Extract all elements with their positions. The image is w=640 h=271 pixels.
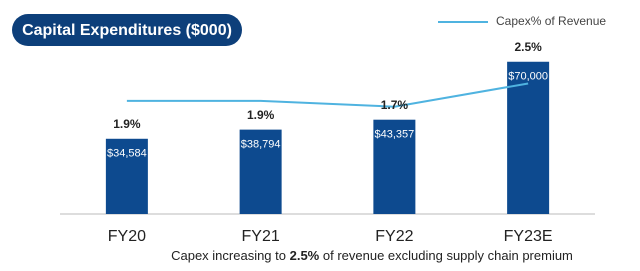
- bar: [105, 138, 148, 214]
- footnote-part: Capex increasing to: [171, 248, 290, 263]
- line-value-label: 1.9%: [113, 117, 141, 131]
- bar: [507, 61, 550, 214]
- bar-value-label: $70,000: [508, 71, 548, 83]
- x-tick-label: FY20: [108, 228, 146, 245]
- line-value-label: 1.7%: [381, 98, 409, 112]
- footnote-part: 2.5%: [290, 248, 320, 263]
- footnote-part: of revenue excluding supply chain premiu…: [319, 248, 573, 263]
- bar-value-label: $38,794: [241, 139, 281, 151]
- title-pill: [12, 14, 242, 46]
- bar-value-label: $43,357: [374, 129, 414, 141]
- bar: [239, 129, 282, 214]
- x-tick-label: FY21: [242, 228, 280, 245]
- line-value-label: 1.9%: [247, 108, 275, 122]
- x-tick-label: FY22: [375, 228, 413, 245]
- x-tick-label: FY23E: [504, 228, 553, 245]
- bar: [373, 119, 416, 214]
- line-value-label: 2.5%: [514, 40, 542, 54]
- legend-label: Capex% of Revenue: [496, 14, 606, 28]
- line-series: [126, 82, 529, 108]
- bar-value-label: $34,584: [107, 148, 147, 160]
- footnote: Capex increasing to 2.5% of revenue excl…: [171, 248, 573, 263]
- chart-title: Capital Expenditures ($000): [22, 22, 232, 39]
